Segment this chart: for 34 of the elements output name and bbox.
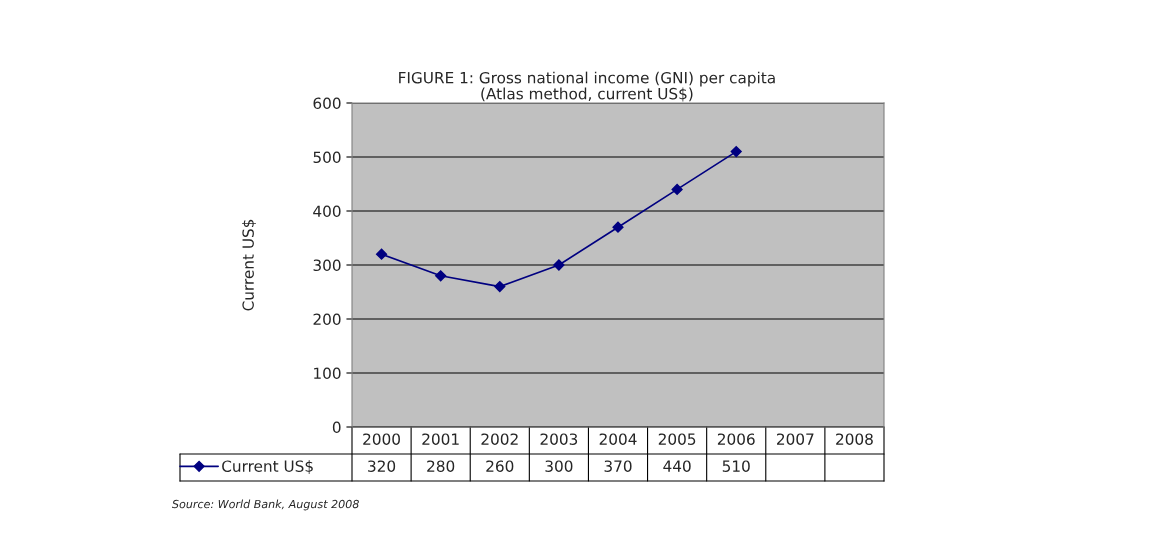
point — [375, 248, 388, 260]
y-tick-label: 100 — [314, 367, 341, 380]
y-tick-label: 400 — [313, 205, 341, 218]
point — [671, 183, 683, 196]
y-axis-title: Current US$ — [242, 219, 256, 311]
data-label: 320 — [368, 460, 396, 472]
point — [435, 270, 447, 282]
point — [553, 259, 565, 271]
x-tick-label: 2000 — [363, 433, 400, 445]
point — [494, 280, 506, 293]
x-tick-label: 2004 — [599, 433, 637, 445]
y-tick-label: 200 — [313, 313, 341, 326]
x-tick-label: 2005 — [658, 433, 696, 445]
data-label: 370 — [604, 460, 632, 472]
x-tick-label: 2001 — [422, 433, 459, 445]
y-tick-label: 500 — [313, 151, 341, 164]
y-tick-label: 600 — [313, 97, 341, 110]
x-tick-label: 2008 — [836, 433, 873, 445]
data-label: 440 — [663, 460, 691, 472]
chart-title: FIGURE 1: Gross national income (GNI) per capita (Atlas method, current US$) — [399, 71, 775, 102]
point — [730, 145, 742, 158]
x-tick-label: 2006 — [717, 433, 755, 445]
x-tick-label: 2007 — [777, 433, 814, 445]
legend-label: Current US$ — [222, 460, 313, 474]
source-note: Source: World Bank, August 2008 — [172, 499, 359, 511]
data-label: 280 — [427, 460, 455, 472]
data-label: 510 — [722, 460, 750, 472]
y-tick-label: 0 — [332, 421, 341, 434]
point — [612, 221, 624, 233]
x-tick-label: 2002 — [481, 433, 518, 445]
data-label: 260 — [486, 460, 514, 472]
x-tick-label: 2003 — [540, 433, 578, 445]
y-tick-label: 300 — [313, 259, 341, 272]
data-label: 300 — [545, 460, 573, 472]
